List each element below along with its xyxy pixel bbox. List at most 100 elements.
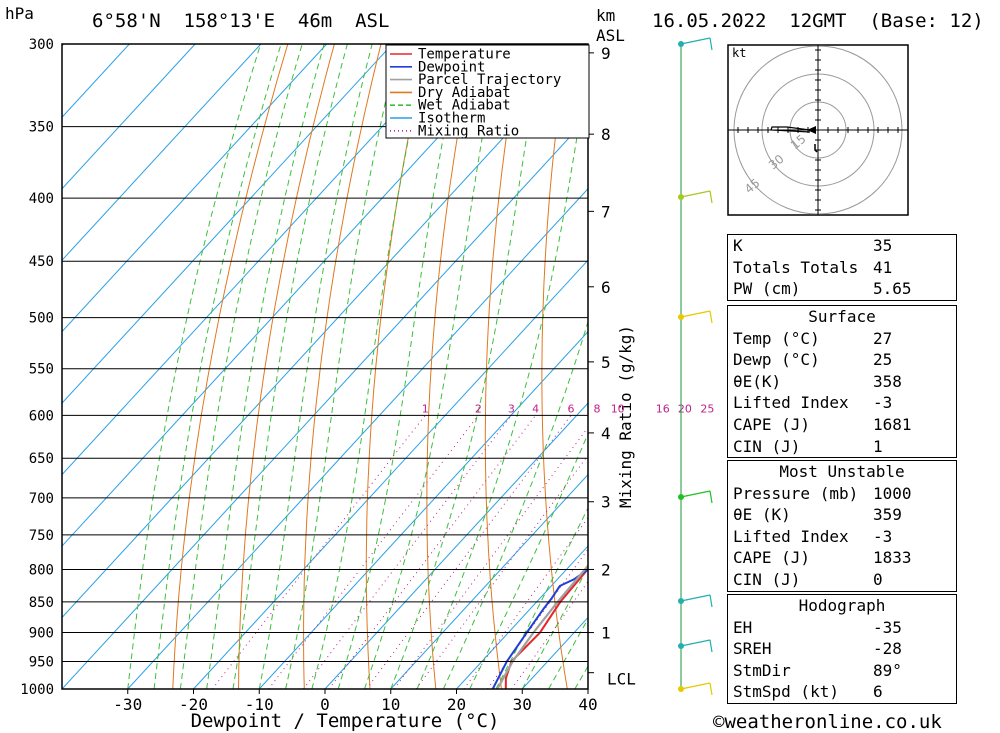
wet-adiabat-line: [232, 44, 348, 689]
wind-barb: [680, 639, 711, 647]
height-tick-label: 3: [601, 493, 611, 512]
pressure-tick-label: 800: [29, 562, 54, 578]
legend-entry: Parcel Trajectory: [418, 72, 561, 88]
mixing-ratio-value-label: 4: [532, 402, 539, 415]
wind-barb-feather: [709, 310, 713, 324]
storm-motion-marker: [807, 126, 816, 134]
isotherm-line: [62, 44, 262, 261]
pressure-tick-label: 350: [29, 120, 54, 136]
index-row-totals: Totals Totals 41: [733, 257, 893, 277]
wind-barb-feather: [709, 190, 713, 204]
isotherm-line: [62, 44, 525, 547]
surface-row: Temp (°C) 27: [733, 328, 893, 348]
hodograph-stats-table: Hodograph EH -35 SREH -28 StmDir 89° StmSpd…: [727, 594, 957, 704]
hodograph-stats-row: EH -35: [733, 617, 902, 637]
legend-entry: Dewpoint: [418, 59, 485, 75]
wet-adiabat-line: [285, 44, 400, 689]
legend-entry: Mixing Ratio: [418, 123, 519, 139]
isotherm-line: [62, 44, 459, 476]
height-tick-label: 7: [601, 202, 611, 221]
legend-box: [385, 44, 590, 139]
dry-adiabat-line: [172, 44, 289, 689]
pressure-tick-label: 900: [29, 626, 54, 642]
x-tick-label: -10: [245, 695, 274, 714]
x-tick-label: 10: [381, 695, 400, 714]
isotherm-line: [258, 330, 588, 689]
height-tick-label: 5: [601, 353, 611, 372]
surface-row: CAPE (J) 1681: [733, 414, 912, 434]
hodograph-mean-wind: [814, 144, 818, 153]
index-row-pw: PW (cm) 5.65: [733, 279, 912, 299]
copyright-footer[interactable]: ©weatheronline.co.uk: [713, 711, 942, 733]
mixing-ratio-line: [415, 454, 588, 689]
mixing-ratio-value-label: 25: [700, 402, 714, 415]
most-unstable-row: CAPE (J) 1833: [733, 548, 912, 568]
most-unstable-title: Most Unstable: [779, 462, 905, 481]
pressure-tick-label: 950: [29, 655, 54, 671]
isotherm-line: [62, 44, 196, 190]
pressure-tick-label: 750: [29, 528, 54, 544]
most-unstable-row: Lifted Index -3: [733, 526, 893, 546]
height-tick-label: 8: [601, 125, 611, 144]
wind-barb-feather: [709, 682, 713, 696]
most-unstable-row: θE (K) 359: [733, 505, 902, 525]
height-tick-label: 6: [601, 278, 611, 297]
pressure-tick-label: 500: [29, 311, 54, 327]
run-time-label: 16.05.2022 12GMT (Base: 12): [652, 10, 984, 32]
pressure-tick-label: 850: [29, 595, 54, 611]
isotherm-line: [62, 116, 588, 689]
hodograph-stats-row: StmSpd (kt) 6: [733, 682, 883, 702]
wind-barb-feather: [709, 594, 713, 608]
temperature-profile: [504, 567, 588, 689]
pressure-tick-label: 1000: [20, 682, 54, 698]
legend-entry: Isotherm: [418, 111, 485, 127]
surface-title: Surface: [808, 307, 876, 326]
isotherm-line: [62, 44, 393, 404]
pressure-tick-label: 300: [29, 37, 54, 53]
pressure-tick-label: 600: [29, 408, 54, 424]
mixing-ratio-value-label: 20: [678, 402, 692, 415]
isotherm-line: [324, 402, 588, 689]
wet-adiabat-line: [258, 44, 373, 689]
wind-barb: [680, 310, 711, 318]
height-tick-label: 1: [601, 624, 611, 643]
dry-adiabat-line: [365, 44, 429, 689]
height-unit-label: km: [596, 6, 616, 25]
dry-adiabat-line: [650, 44, 699, 689]
legend-entry: Dry Adiabat: [418, 85, 511, 101]
surface-table: Surface Temp (°C) 27 Dewp (°C) 25 θE(K) 358…: [727, 305, 957, 459]
wet-adiabat-line: [153, 44, 282, 689]
wind-barb: [680, 594, 711, 602]
wind-barb: [680, 190, 711, 198]
mixing-ratio-value-label: 3: [508, 402, 515, 415]
lcl-label: LCL: [607, 670, 636, 689]
wind-barb-feather: [709, 37, 713, 51]
mixing-ratio-value-label: 6: [567, 402, 574, 415]
hodograph-stats-row: SREH -28: [733, 639, 902, 659]
wet-adiabat-line: [416, 65, 588, 689]
isotherm-line: [456, 545, 588, 689]
mixing-ratio-line: [511, 580, 588, 689]
wind-barb-feather: [709, 490, 713, 504]
wind-barb: [680, 37, 711, 45]
most-unstable-row: CIN (J) 0: [733, 569, 883, 589]
x-tick-label: 20: [447, 695, 466, 714]
x-axis-label: Dewpoint / Temperature (°C): [191, 710, 500, 732]
height-tick-label: 4: [601, 424, 611, 443]
most-unstable-row: Pressure (mb) 1000: [733, 483, 912, 503]
surface-row: CIN (J) 1: [733, 436, 883, 456]
wet-adiabat-line: [337, 44, 463, 689]
height-tick-label: 9: [601, 44, 611, 63]
plot-frame: [61, 43, 589, 690]
pressure-tick-label: 550: [29, 362, 54, 378]
isotherm-line: [62, 44, 130, 118]
isotherm-line: [390, 473, 588, 689]
station-title: 6°58'N 158°13'E 46m ASL: [92, 10, 390, 32]
hodograph-trace: [770, 126, 811, 133]
mixing-ratio-axis-label: Mixing Ratio (g/kg): [616, 325, 635, 508]
x-tick-label: 30: [513, 695, 532, 714]
x-tick-label: -30: [113, 695, 142, 714]
mixing-ratio-value-label: 10: [611, 402, 625, 415]
